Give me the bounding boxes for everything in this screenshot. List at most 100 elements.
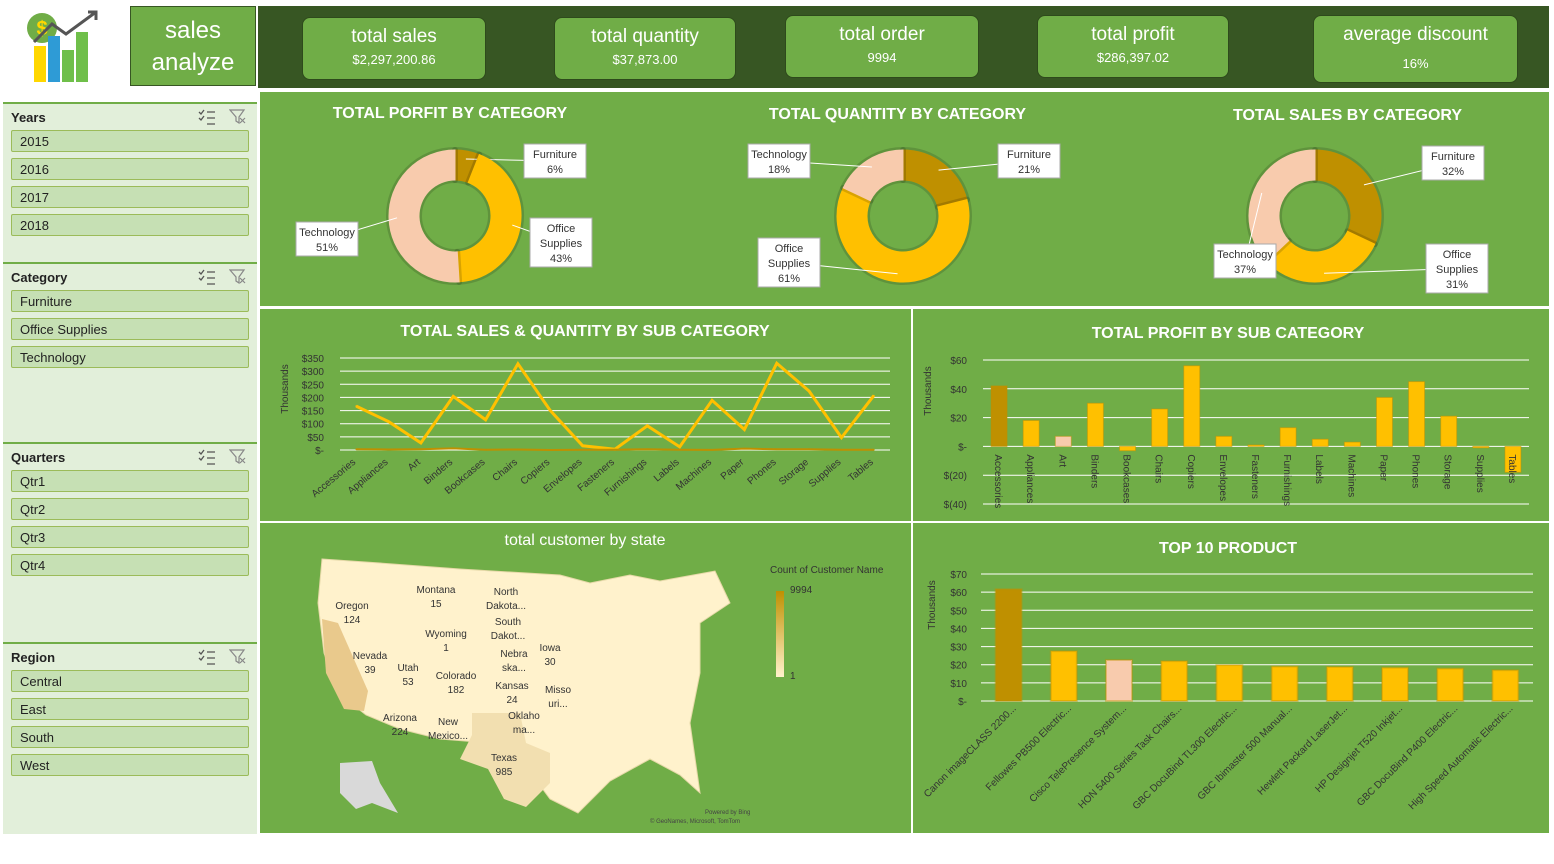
state-label: Iowa xyxy=(539,643,561,654)
data-point xyxy=(873,394,875,397)
series-line-0 xyxy=(355,360,876,451)
y-tick-label: $(40) xyxy=(944,500,967,511)
x-tick-label: Storage xyxy=(1442,454,1453,489)
x-tick-label: Furnishings xyxy=(1281,454,1292,506)
x-tick-label: Labels xyxy=(652,457,682,484)
state-label: Wyoming xyxy=(425,629,467,640)
slicer-item-qtr4[interactable]: Qtr4 xyxy=(11,554,249,576)
slicer-category: Category Furniture Office Supplies Techn… xyxy=(3,262,257,442)
slicer-item-central[interactable]: Central xyxy=(11,670,249,692)
multi-select-icon[interactable] xyxy=(197,648,249,666)
state-label: uri... xyxy=(548,699,567,710)
state-label: 53 xyxy=(402,677,414,688)
california-shape xyxy=(322,619,368,711)
data-point xyxy=(517,448,519,451)
y-tick-label: $250 xyxy=(302,380,325,391)
slicer-item-2017[interactable]: 2017 xyxy=(11,186,249,208)
state-label: Montana xyxy=(417,585,456,596)
kpi-value: $2,297,200.86 xyxy=(352,52,436,67)
bar-binders xyxy=(1086,402,1104,447)
data-point xyxy=(420,442,422,444)
data-label-text: Office xyxy=(547,223,576,235)
slicer-item-south[interactable]: South xyxy=(11,726,249,748)
x-tick-label: Cisco TelePresence System... xyxy=(1028,703,1130,805)
data-label-text: Office xyxy=(1443,249,1472,261)
data-label-box xyxy=(997,143,1061,179)
bar-storage xyxy=(1440,415,1458,447)
y-tick-label: $30 xyxy=(950,643,967,654)
x-tick-label: Binders xyxy=(1088,454,1099,488)
kpi-total-profit: total profit $286,397.02 xyxy=(1037,15,1229,78)
bar-machines xyxy=(1343,441,1361,447)
us-state-map[interactable]: Oregon124Montana15NorthDakota...Wyoming1… xyxy=(260,523,911,833)
state-label: Kansas xyxy=(495,681,528,692)
clear-filter-icon[interactable] xyxy=(229,449,247,465)
data-label-text: Furniture xyxy=(1431,151,1475,163)
data-point xyxy=(581,448,584,451)
data-label-text: Furniture xyxy=(1007,149,1051,161)
bar-tables xyxy=(1504,445,1522,473)
bar-product-8 xyxy=(1436,667,1465,703)
data-point xyxy=(808,390,810,392)
state-label: Dakot... xyxy=(491,631,525,642)
bar-bookcases xyxy=(1119,445,1137,452)
bar-product-7 xyxy=(1381,666,1409,702)
bar-product-9 xyxy=(1491,669,1520,703)
map-legend-title: Count of Customer Name xyxy=(770,565,884,576)
clear-filter-icon[interactable] xyxy=(229,269,247,285)
slicer-item-west[interactable]: West xyxy=(11,754,249,776)
bar-envelopes xyxy=(1215,435,1233,447)
slicer-item-east[interactable]: East xyxy=(11,698,249,720)
title-line-1: sales xyxy=(164,17,222,44)
kpi-value: 16% xyxy=(1402,56,1429,71)
bar-supplies xyxy=(1472,445,1490,449)
data-label-box xyxy=(1213,243,1277,279)
x-tick-label: Canon imageCLASS 2200... xyxy=(922,703,1019,800)
slicer-item-office-supplies[interactable]: Office Supplies xyxy=(11,318,249,340)
x-tick-label: Accessories xyxy=(992,454,1003,508)
slicer-item-technology[interactable]: Technology xyxy=(11,346,249,368)
data-label-text: 43% xyxy=(550,253,572,265)
y-tick-label: $20 xyxy=(950,414,967,425)
chart-title-profit-by-category: TOTAL PORFIT BY CATEGORY xyxy=(332,105,568,122)
state-label: South xyxy=(495,617,521,628)
data-point xyxy=(614,448,616,451)
slicer-item-qtr1[interactable]: Qtr1 xyxy=(11,470,249,492)
data-point xyxy=(873,448,875,451)
slicer-item-2015[interactable]: 2015 xyxy=(11,130,249,152)
data-point xyxy=(743,428,746,431)
dashboard-title: sales analyze xyxy=(130,6,256,86)
slicer-title: Region xyxy=(11,650,56,665)
us-mainland-shape xyxy=(317,558,731,814)
multi-select-icon[interactable] xyxy=(197,448,249,466)
x-tick-label: HON 5400 Series Task Chairs... xyxy=(1076,703,1184,811)
bar-product-0 xyxy=(994,588,1023,702)
slicer-item-2016[interactable]: 2016 xyxy=(11,158,249,180)
y-axis-label: Thousands xyxy=(927,580,938,629)
texas-shape xyxy=(460,713,550,807)
kpi-average-discount: average discount 16% xyxy=(1313,15,1518,83)
state-label: Arizona xyxy=(383,713,417,724)
kpi-band: total sales $2,297,200.86 total quantity… xyxy=(258,6,1549,88)
data-point xyxy=(387,420,390,423)
clear-filter-icon[interactable] xyxy=(229,649,247,665)
y-tick-label: $(20) xyxy=(944,471,967,482)
bar-art xyxy=(1054,435,1072,447)
multi-select-icon[interactable] xyxy=(197,108,249,126)
clear-filter-icon[interactable] xyxy=(229,109,247,125)
slicer-item-2018[interactable]: 2018 xyxy=(11,214,249,236)
chart-title-top10-product: TOP 10 PRODUCT xyxy=(1158,540,1298,557)
data-point xyxy=(646,448,649,451)
y-tick-label: $50 xyxy=(307,433,324,444)
y-axis-label: Thousands xyxy=(923,366,934,415)
data-point xyxy=(646,425,649,427)
donut-slice-fill xyxy=(1248,149,1316,262)
slicer-item-qtr2[interactable]: Qtr2 xyxy=(11,498,249,520)
svg-text:$: $ xyxy=(36,18,47,40)
slicer-item-furniture[interactable]: Furniture xyxy=(11,290,249,312)
state-label: Dakota... xyxy=(486,601,526,612)
y-tick-label: $20 xyxy=(950,661,967,672)
multi-select-icon[interactable] xyxy=(197,268,249,286)
kpi-total-quantity: total quantity $37,873.00 xyxy=(554,17,736,80)
slicer-item-qtr3[interactable]: Qtr3 xyxy=(11,526,249,548)
